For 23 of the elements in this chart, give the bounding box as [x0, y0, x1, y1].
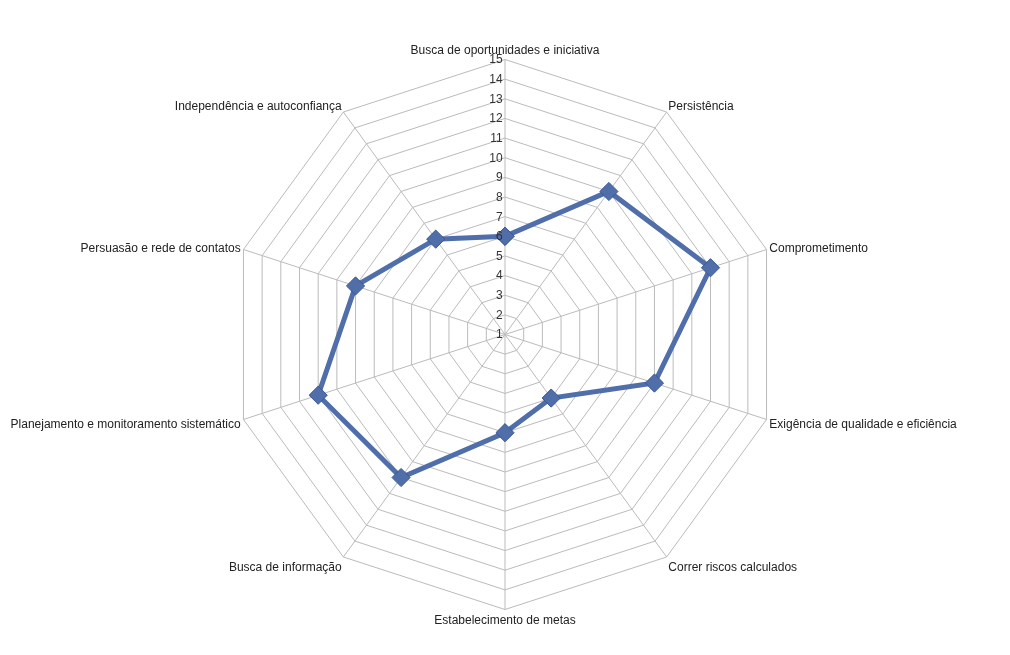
y-tick-label: 10: [489, 150, 504, 165]
spoke-label: Planejamento e monitoramento sistemático: [10, 417, 242, 432]
spoke-label: Correr riscos calculados: [668, 560, 798, 575]
y-tick-label: 9: [496, 170, 504, 185]
spoke-label: Comprometimento: [769, 240, 869, 255]
spoke-label: Exigência de qualidade e eficiência: [769, 417, 958, 432]
y-tick-label: 11: [490, 130, 504, 145]
y-tick-label: 13: [489, 91, 504, 106]
y-tick-label: 1: [496, 327, 504, 342]
y-tick-label: 8: [496, 189, 504, 204]
y-tick-label: 2: [496, 307, 504, 322]
spoke-label: Estabelecimento de metas: [434, 613, 576, 628]
spoke-label: Busca de informação: [228, 560, 342, 575]
y-tick-label: 6: [496, 229, 504, 244]
y-tick-label: 7: [496, 209, 504, 224]
y-tick-label: 14: [489, 72, 504, 87]
y-tick-label: 12: [489, 111, 504, 126]
spoke-label: Persuasão e rede de contatos: [80, 240, 241, 255]
y-tick-label: 4: [496, 268, 504, 283]
spoke-label: Independência e autoconfiança: [174, 99, 342, 114]
y-tick-label: 3: [496, 288, 504, 303]
y-tick-label: 5: [496, 248, 504, 263]
spoke-label: Persistência: [668, 99, 735, 114]
